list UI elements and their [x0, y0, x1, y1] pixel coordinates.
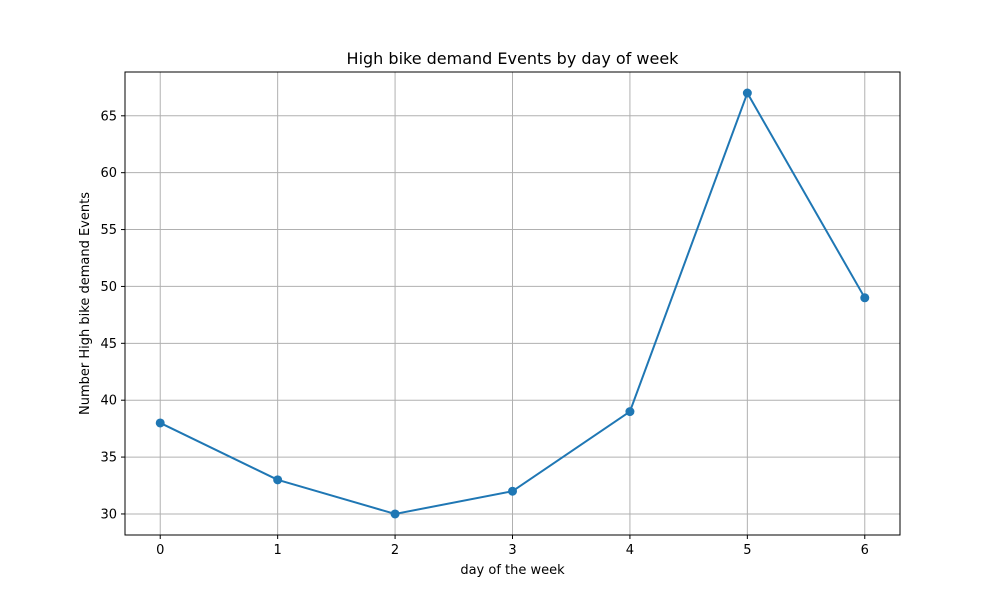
- x-tick-label: 5: [743, 543, 751, 558]
- series-line-group: [155, 88, 870, 519]
- y-tick-label: 55: [100, 223, 117, 238]
- y-axis-label: Number High bike demand Events: [78, 192, 93, 415]
- y-tick-label: 30: [100, 507, 117, 522]
- x-tick-label: 6: [861, 543, 869, 558]
- data-point: [155, 418, 165, 428]
- y-tick-label: 60: [100, 166, 117, 181]
- x-tick-label: 1: [274, 543, 282, 558]
- grid: [125, 72, 900, 535]
- data-point: [508, 486, 517, 496]
- x-axis-label: day of the week: [460, 563, 565, 578]
- y-tick-label: 50: [100, 280, 117, 295]
- y-tick-label: 65: [100, 109, 117, 124]
- data-point: [273, 475, 283, 485]
- data-point: [390, 509, 400, 519]
- y-tick-label: 40: [100, 394, 117, 409]
- x-tick-label: 3: [508, 543, 516, 558]
- chart-title: High bike demand Events by day of week: [347, 49, 680, 68]
- y-tick-label: 45: [100, 337, 117, 352]
- data-point: [860, 293, 870, 303]
- data-point: [742, 88, 752, 98]
- x-tick-label: 4: [626, 543, 634, 558]
- x-tick-label: 2: [391, 543, 399, 558]
- y-tick-label: 35: [100, 451, 117, 466]
- data-point: [625, 407, 635, 417]
- x-tick-label: 0: [156, 543, 164, 558]
